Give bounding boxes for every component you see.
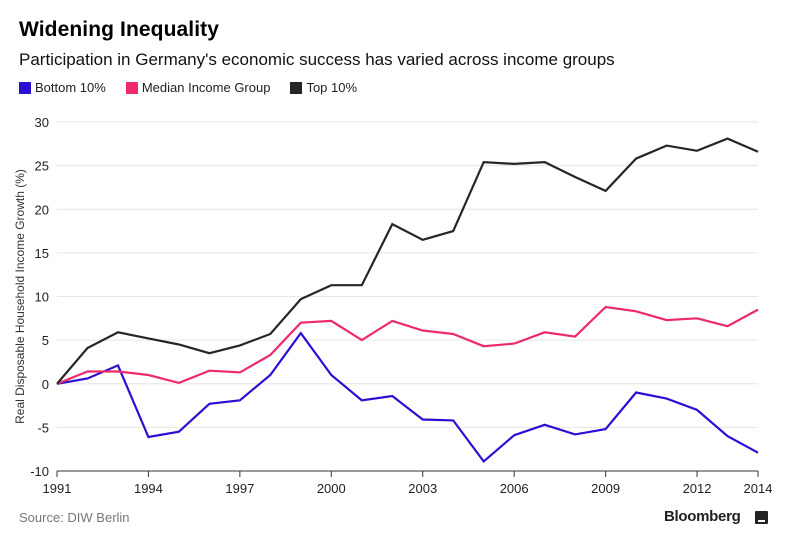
y-tick-label: 10 bbox=[35, 290, 49, 305]
x-tick-label: 2012 bbox=[683, 481, 712, 496]
x-tick-label: 2009 bbox=[591, 481, 620, 496]
y-tick-label: 25 bbox=[35, 159, 49, 174]
legend-label-top-10: Top 10% bbox=[306, 80, 358, 95]
legend-label-median: Median Income Group bbox=[141, 80, 271, 95]
x-tick-label: 2003 bbox=[408, 481, 437, 496]
legend-label-bottom-10: Bottom 10% bbox=[35, 80, 106, 95]
chart-subtitle: Participation in Germany's economic succ… bbox=[19, 50, 615, 69]
brand-logo: Bloomberg bbox=[664, 508, 741, 525]
y-tick-label: 0 bbox=[42, 377, 49, 392]
source-note: Source: DIW Berlin bbox=[19, 510, 130, 525]
y-tick-label: 15 bbox=[35, 246, 49, 261]
legend-item-bottom-10: Bottom 10% bbox=[19, 80, 106, 95]
legend-swatch-median bbox=[125, 81, 138, 94]
legend-item-median: Median Income Group bbox=[125, 80, 271, 95]
y-tick-label: -5 bbox=[37, 420, 49, 435]
series-line-top-10 bbox=[56, 137, 759, 385]
series-line-bottom-10 bbox=[56, 331, 759, 464]
legend-item-top-10: Top 10% bbox=[290, 80, 357, 95]
legend-swatch-bottom-10 bbox=[19, 81, 31, 94]
chart-title: Widening Inequality bbox=[19, 18, 220, 41]
y-axis-title: Real Disposable Household Income Growth … bbox=[13, 169, 27, 424]
x-tick-label: 1997 bbox=[225, 481, 254, 496]
legend: Bottom 10% Median Income Group Top 10% bbox=[19, 80, 377, 95]
y-tick-label: 30 bbox=[35, 115, 49, 130]
series-line-median-income-group bbox=[56, 305, 759, 385]
x-tick-label: 1991 bbox=[43, 481, 72, 496]
x-tick-label: 1994 bbox=[134, 481, 163, 496]
y-tick-label: 5 bbox=[42, 333, 49, 348]
x-tick-label: 2000 bbox=[317, 481, 346, 496]
x-tick-label: 2006 bbox=[500, 481, 529, 496]
bloomberg-chart-icon bbox=[755, 511, 768, 524]
x-tick-label: 2014 bbox=[744, 481, 773, 496]
y-tick-label: -10 bbox=[30, 464, 49, 479]
y-tick-label: 20 bbox=[35, 202, 49, 217]
legend-swatch-top-10 bbox=[290, 81, 303, 94]
